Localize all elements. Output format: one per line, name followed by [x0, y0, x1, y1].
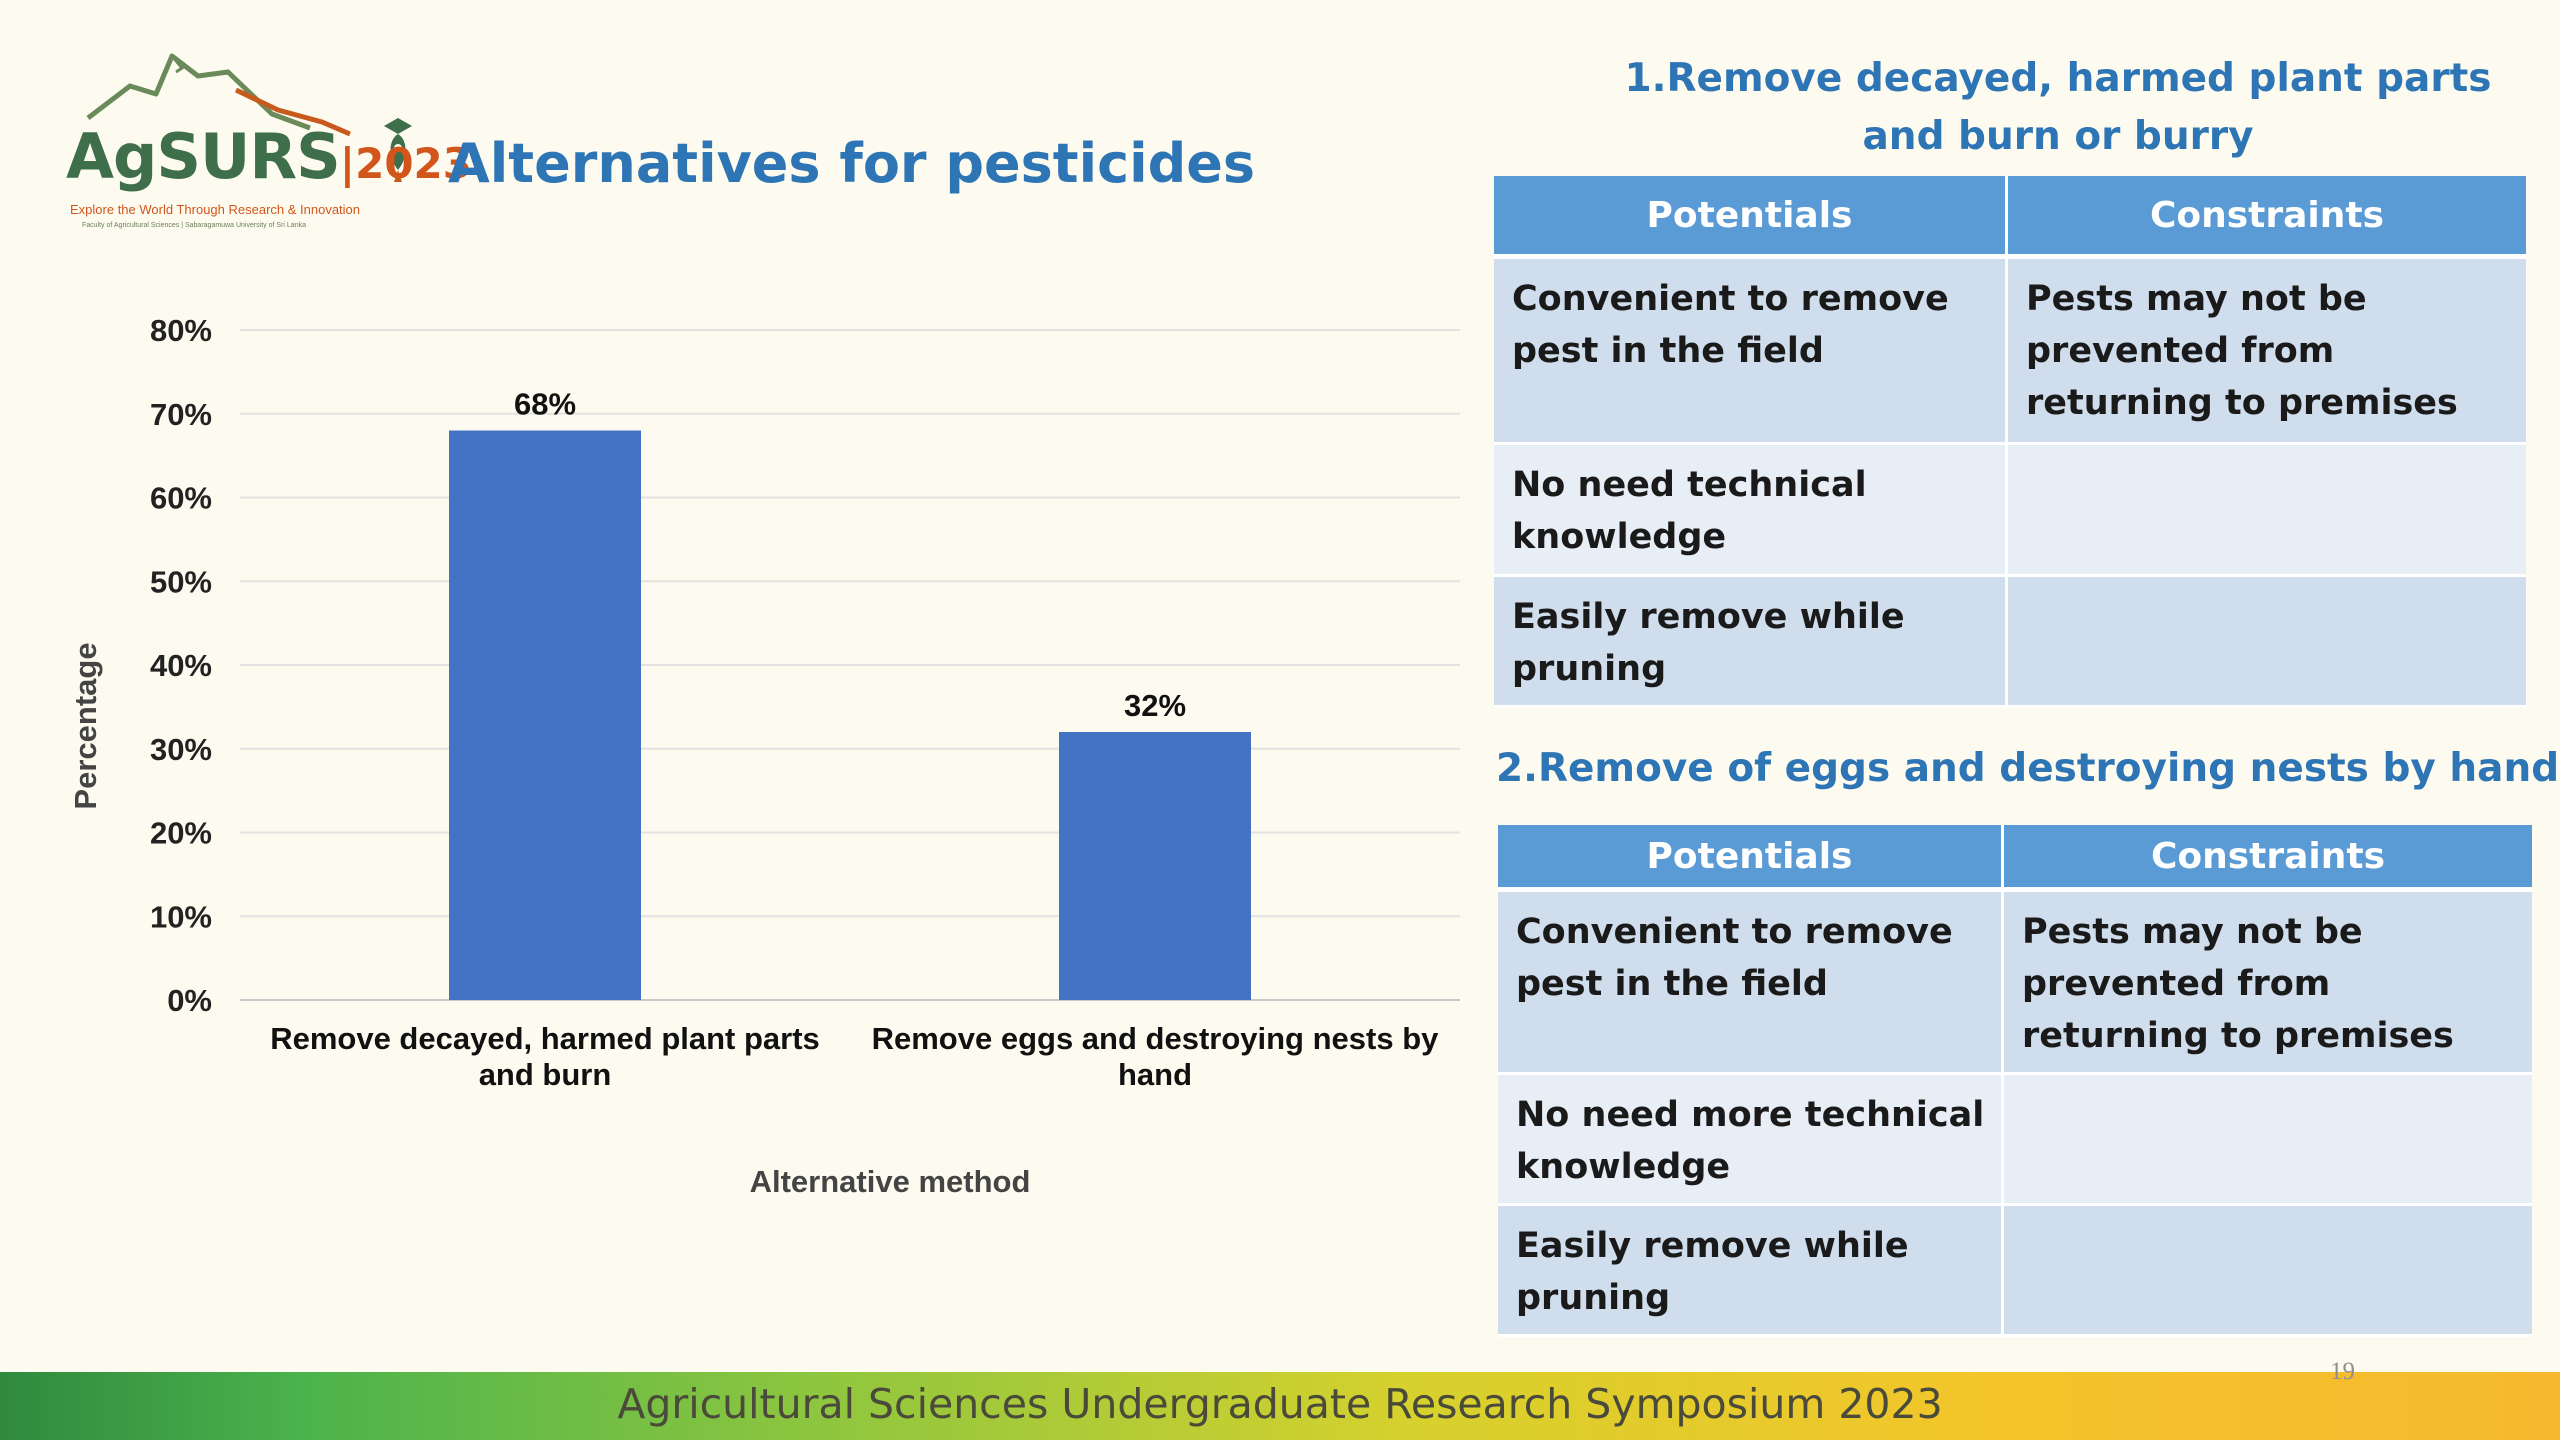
logo-brand: AgSURS [66, 120, 341, 193]
potential-cell: Convenient to remove pest in the field [1494, 259, 2008, 445]
y-tick-label: 70% [150, 397, 212, 432]
potential-cell: No need technical knowledge [1494, 445, 2008, 577]
section1-table: Potentials Constraints Convenient to rem… [1494, 176, 2526, 708]
footer-bar [0, 1372, 2560, 1440]
y-tick-label: 0% [167, 983, 212, 1018]
table-row: Easily remove while pruning [1494, 577, 2526, 708]
footer-text: Agricultural Sciences Undergraduate Rese… [617, 1380, 1943, 1428]
y-tick-label: 30% [150, 732, 212, 767]
table-row: Convenient to remove pest in the field P… [1494, 259, 2526, 445]
slide-title: Alternatives for pesticides [448, 132, 1256, 195]
section2-title: 2.Remove of eggs and destroying nests by… [1496, 746, 2560, 791]
potential-cell: Easily remove while pruning [1494, 577, 2008, 708]
section1-title-line1: 1.Remove decayed, harmed plant parts [1624, 56, 2492, 101]
logo-wordmark: AgSURS|2023 [66, 126, 472, 188]
potential-cell: Convenient to remove pest in the field [1498, 892, 2004, 1075]
table-row: No need technical knowledge [1494, 445, 2526, 577]
bar [449, 430, 641, 1000]
table-row: Easily remove while pruning [1498, 1206, 2532, 1337]
y-tick-label: 40% [150, 648, 212, 683]
x-tick-label: Remove decayed, harmed plant parts [270, 1021, 820, 1056]
y-axis-title: Percentage [68, 642, 103, 809]
mountain-logo-icon [86, 53, 412, 182]
table-row: No need more technical knowledge [1498, 1075, 2532, 1206]
potential-cell: Easily remove while pruning [1498, 1206, 2004, 1337]
table-row: Convenient to remove pest in the field P… [1498, 892, 2532, 1075]
page-number: 19 [2330, 1358, 2355, 1385]
logo-subtext: Faculty of Agricultural Sciences | Sabar… [82, 222, 306, 229]
y-tick-label: 10% [150, 899, 212, 934]
section1-title: 1.Remove decayed, harmed plant parts and… [1496, 50, 2560, 166]
table-header-row: Potentials Constraints [1494, 176, 2526, 259]
bar [1059, 732, 1251, 1000]
data-label: 68% [514, 387, 576, 422]
x-tick-label: and burn [479, 1057, 612, 1092]
constraint-cell: Pests may not be prevented from returnin… [2004, 892, 2532, 1075]
constraint-cell [2004, 1206, 2532, 1337]
section2-table: Potentials Constraints Convenient to rem… [1498, 825, 2532, 1337]
constraint-cell [2008, 577, 2526, 708]
logo-year: 2023 [355, 139, 473, 188]
y-tick-label: 80% [150, 313, 212, 348]
x-tick-label: Remove eggs and destroying nests by [872, 1021, 1440, 1056]
header-potentials: Potentials [1494, 176, 2008, 259]
y-tick-label: 50% [150, 564, 212, 599]
potential-cell: No need more technical knowledge [1498, 1075, 2004, 1206]
agsurs-logo: AgSURS|2023 Explore the World Through Re… [60, 50, 472, 240]
constraint-cell: Pests may not be prevented from returnin… [2008, 259, 2526, 445]
constraint-cell [2004, 1075, 2532, 1206]
x-axis-title: Alternative method [750, 1164, 1031, 1199]
y-tick-label: 20% [150, 816, 212, 851]
x-tick-label: hand [1118, 1057, 1192, 1092]
section1-title-line2: and burn or burry [1862, 114, 2254, 159]
logo-divider: | [339, 139, 356, 188]
bar-chart: 0% 10% 20% 30% 40% 50% 60% 70% 80% 68% Remove deca… [68, 313, 1460, 1199]
logo-tagline: Explore the World Through Research & Inn… [70, 202, 361, 217]
y-tick-label: 60% [150, 481, 212, 516]
header-potentials: Potentials [1498, 825, 2004, 892]
table-header-row: Potentials Constraints [1498, 825, 2532, 892]
data-label: 32% [1124, 688, 1186, 723]
header-constraints: Constraints [2008, 176, 2526, 259]
header-constraints: Constraints [2004, 825, 2532, 892]
constraint-cell [2008, 445, 2526, 577]
